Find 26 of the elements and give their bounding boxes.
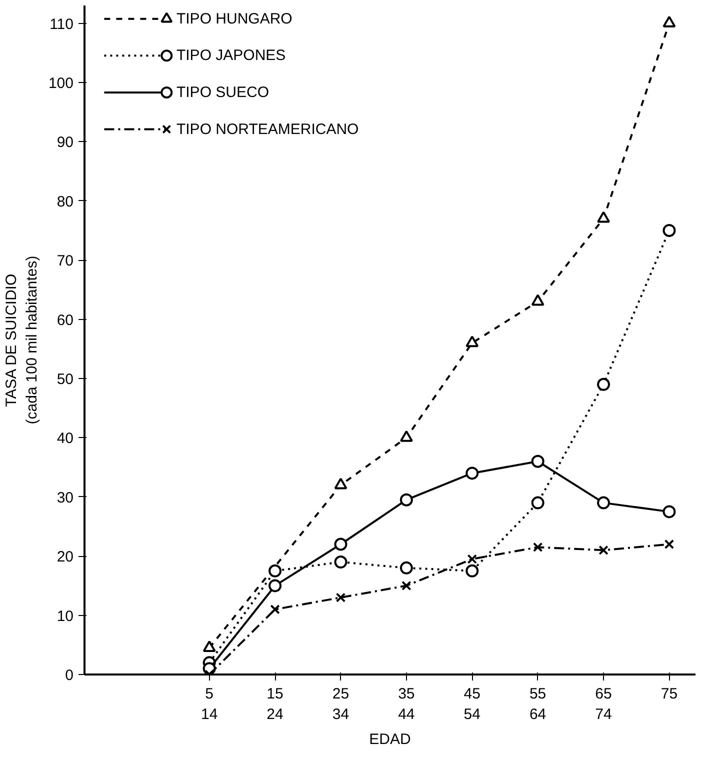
y-tick-label: 70 [56,252,74,270]
x-tick-label: 65 74 [595,686,612,723]
legend-label: TIPO SUECO [176,84,269,101]
y-tick-label: 50 [56,370,74,388]
legend-label: TIPO NORTEAMERICANO [176,120,359,138]
y-axis-title: TASA DE SUICIDIO (cada 100 mil habitantes) [3,256,40,424]
y-tick-label: 40 [56,430,74,448]
x-tick-label: 75 [660,686,678,702]
y-tick-label: 0 [65,667,74,684]
x-tick-label: 55 64 [529,686,546,723]
y-tick-label: 80 [56,193,74,210]
x-tick-label: 5 14 [200,686,218,723]
x-tick-label: 25 34 [332,686,350,723]
x-tick-label: 45 54 [464,686,480,723]
x-axis-title: EDAD [369,730,412,748]
y-tick-label: 110 [50,16,74,33]
y-tick-label: 20 [56,548,74,566]
x-tick-label: 15 24 [266,686,284,723]
y-tick-label: 90 [56,134,74,152]
y-tick-label: 10 [56,608,74,625]
y-tick-label: 60 [56,312,74,329]
legend-label: TIPO HUNGARO [176,10,292,28]
legend-label: TIPO JAPONES [176,47,286,64]
y-tick-label: 30 [56,489,74,506]
y-tick-label: 100 [48,74,74,92]
x-tick-label: 35 44 [398,686,415,723]
